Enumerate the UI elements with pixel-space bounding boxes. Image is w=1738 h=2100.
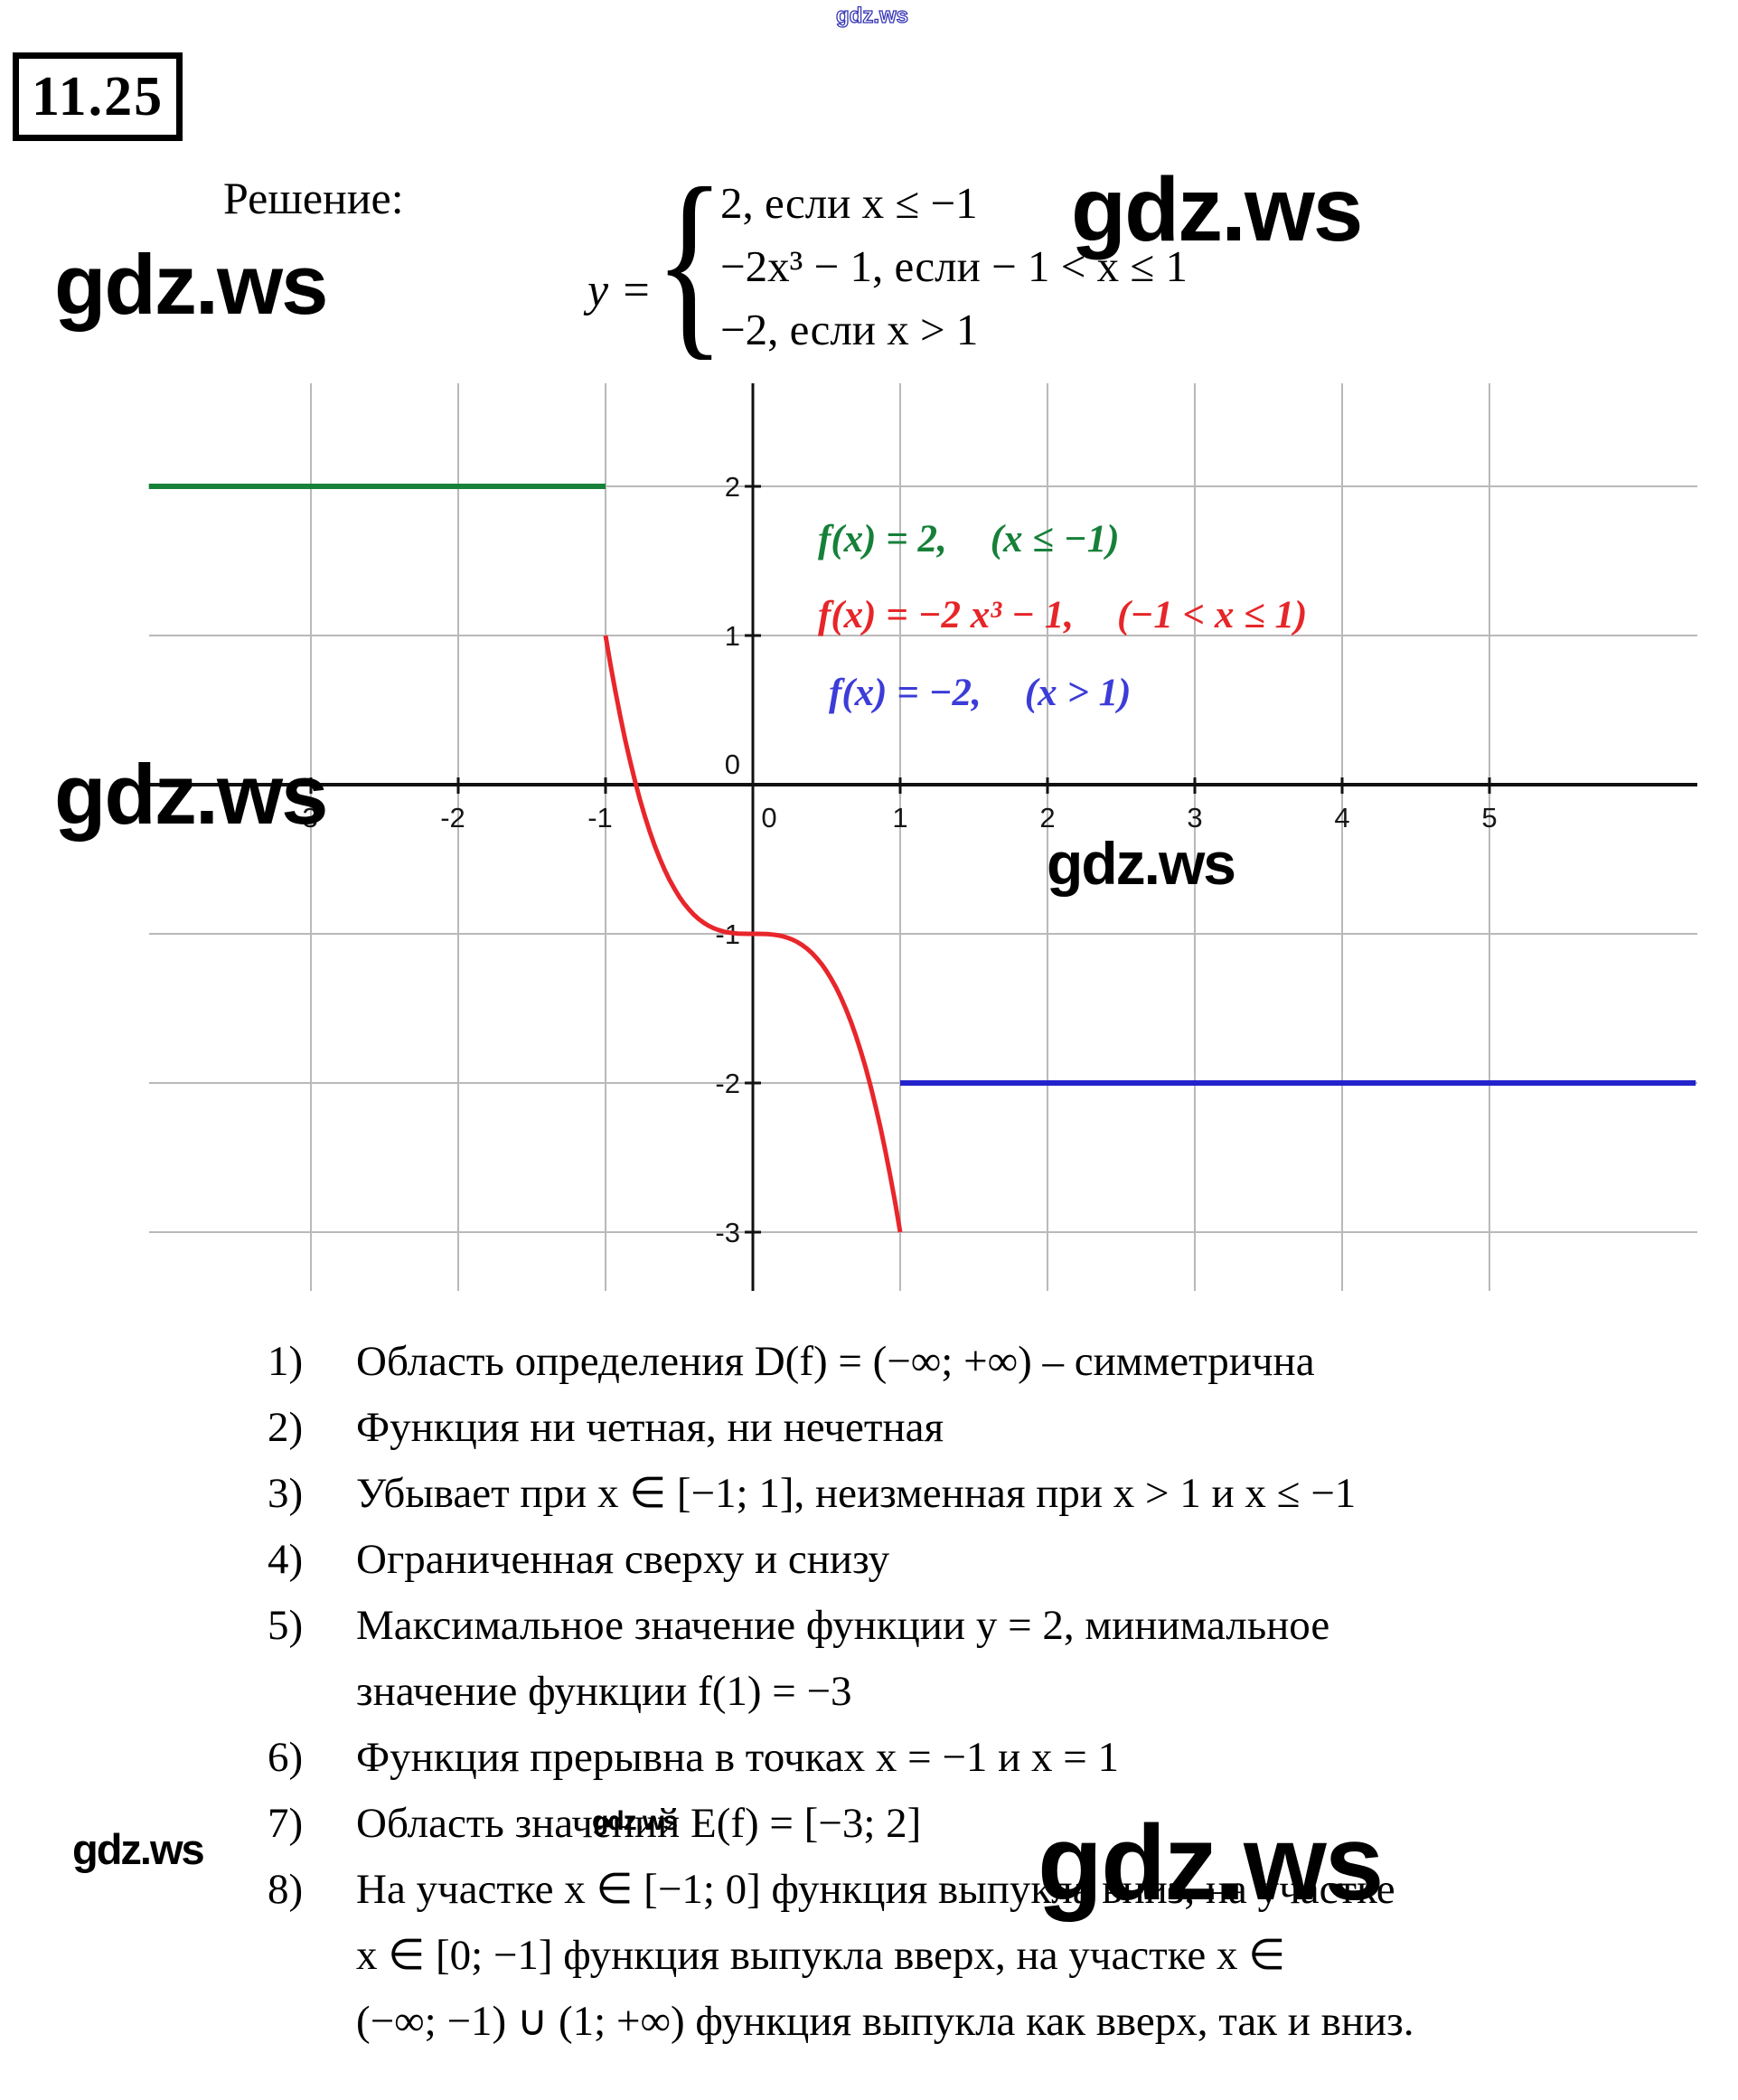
item-number: 6) — [268, 1734, 304, 1781]
watermark: gdz.ws — [1071, 159, 1363, 260]
x-tick-label: 0 — [761, 802, 776, 833]
item-line: Убывает при x ∈ [−1; 1], неизменная при … — [356, 1470, 1357, 1517]
item-text: Функция прерывна в точках x = −1 и x = 1 — [356, 1725, 1714, 1791]
formula-lhs: y = — [587, 265, 653, 316]
problem-number-box: 11.25 — [13, 52, 183, 141]
x-tick-label: -1 — [587, 802, 613, 833]
item-number: 7) — [268, 1800, 304, 1847]
x-tick-label: 4 — [1334, 802, 1349, 833]
piecewise-formula: 2, если x ≤ −1 −2x³ − 1, если − 1 < x ≤ … — [720, 172, 1188, 362]
formula-case-3: −2, если x > 1 — [720, 305, 979, 354]
x-tick-label: -2 — [440, 802, 465, 833]
item-line: значение функции f(1) = −3 — [356, 1668, 852, 1715]
item-text: Ограниченная сверху и снизу — [356, 1527, 1714, 1593]
formula-brace: { — [654, 146, 725, 378]
item-number: 8) — [268, 1866, 304, 1913]
item-text: Максимальное значение функции y = 2, мин… — [356, 1593, 1714, 1725]
item-text: Область значений E(f) = [−3; 2] — [356, 1791, 1714, 1857]
watermark: gdz.ws — [72, 1825, 205, 1873]
x-tick-label: 1 — [892, 802, 907, 833]
solution-item: 5) Максимальное значение функции y = 2, м… — [268, 1593, 1714, 1725]
legend-entry: f(x) = 2, (x ≤ −1) — [818, 518, 1120, 560]
solution-item: 6) Функция прерывна в точках x = −1 и x =… — [268, 1725, 1714, 1791]
solution-heading: Решение: — [223, 173, 404, 223]
watermark: gdz.ws — [54, 237, 328, 332]
item-line: Область определения D(f) = (−∞; +∞) – си… — [356, 1338, 1315, 1385]
item-line: x ∈ [0; −1] функция выпукла вверх, на уч… — [356, 1932, 1286, 1979]
item-line: Область значений E(f) = [−3; 2] — [356, 1800, 922, 1847]
y-tick-label: -3 — [715, 1217, 740, 1248]
item-line: Функция прерывна в точках x = −1 и x = 1 — [356, 1734, 1120, 1781]
formula-case-2: −2x³ − 1, если − 1 < x ≤ 1 — [720, 241, 1188, 291]
y-tick-label: 0 — [725, 749, 740, 780]
x-tick-label: 2 — [1039, 802, 1055, 833]
solution-item: 3) Убывает при x ∈ [−1; 1], неизменная пр… — [268, 1461, 1714, 1527]
legend-entry: f(x) = −2, (x > 1) — [829, 672, 1131, 714]
solution-item: 1) Область определения D(f) = (−∞; +∞) – … — [268, 1329, 1714, 1395]
x-tick-label: 3 — [1187, 802, 1202, 833]
series-1 — [603, 635, 903, 1233]
item-text: Убывает при x ∈ [−1; 1], неизменная при … — [356, 1461, 1714, 1527]
watermark: gdz.ws — [835, 4, 909, 28]
item-number: 4) — [268, 1536, 304, 1583]
item-line: Максимальное значение функции y = 2, мин… — [356, 1602, 1330, 1649]
y-tick-label: 1 — [725, 620, 740, 652]
item-number: 3) — [268, 1470, 304, 1517]
item-number: 2) — [268, 1404, 304, 1451]
item-number: 5) — [268, 1602, 304, 1649]
watermark: gdz.ws — [592, 1806, 678, 1836]
watermark: gdz.ws — [1038, 1803, 1384, 1923]
legend-entry: f(x) = −2 x³ − 1, (−1 < x ≤ 1) — [818, 594, 1307, 636]
solution-item: 7) Область значений E(f) = [−3; 2] — [268, 1791, 1714, 1857]
item-number: 1) — [268, 1338, 304, 1385]
problem-number: 11.25 — [32, 66, 164, 127]
item-line: Ограниченная сверху и снизу — [356, 1536, 890, 1583]
x-tick-label: 5 — [1481, 802, 1497, 833]
item-line: (−∞; −1) ∪ (1; +∞) функция выпукла как в… — [356, 1998, 1414, 2045]
item-text: На участке x ∈ [−1; 0] функция выпукла в… — [356, 1857, 1714, 2055]
item-text: Функция ни четная, ни нечетная — [356, 1395, 1714, 1461]
y-tick-label: -2 — [715, 1068, 740, 1099]
solution-item: 8) На участке x ∈ [−1; 0] функция выпукла… — [268, 1857, 1714, 2055]
item-line: На участке x ∈ [−1; 0] функция выпукла в… — [356, 1866, 1395, 1913]
solution-item: 2) Функция ни четная, ни нечетная — [268, 1395, 1714, 1461]
solution-list: 1) Область определения D(f) = (−∞; +∞) – … — [268, 1329, 1714, 2055]
x-tick-label: -3 — [293, 802, 318, 833]
y-tick-label: 2 — [725, 471, 740, 503]
item-line: Функция ни четная, ни нечетная — [356, 1404, 944, 1451]
formula-case-1: 2, если x ≤ −1 — [720, 178, 978, 228]
watermark: gdz.ws — [54, 747, 328, 842]
solution-item: 4) Ограниченная сверху и снизу — [268, 1527, 1714, 1593]
watermark: gdz.ws — [1047, 830, 1236, 897]
item-text: Область определения D(f) = (−∞; +∞) – си… — [356, 1329, 1714, 1395]
